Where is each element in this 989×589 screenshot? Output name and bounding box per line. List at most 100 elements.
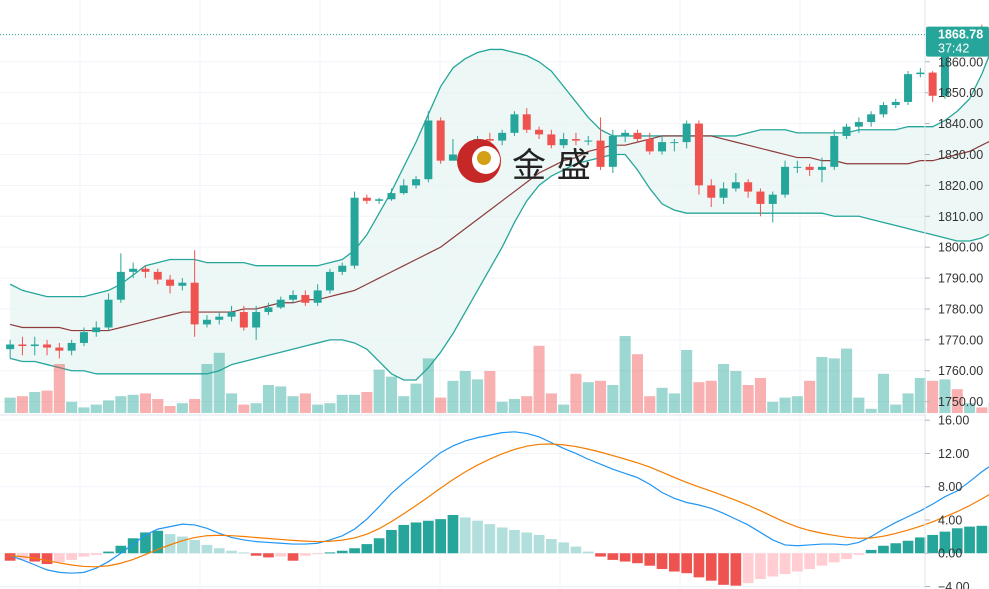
volume-bar bbox=[754, 378, 766, 413]
macd-histogram-bar bbox=[976, 525, 988, 554]
macd-histogram-bar bbox=[447, 514, 459, 554]
signal-line bbox=[10, 443, 989, 568]
macd-histogram-bar bbox=[127, 538, 139, 554]
volume-bar bbox=[226, 393, 238, 413]
candle-body bbox=[842, 126, 851, 136]
candle-body bbox=[276, 299, 285, 308]
candlesticks[interactable] bbox=[6, 24, 989, 359]
candle bbox=[719, 182, 728, 204]
candle bbox=[190, 250, 199, 337]
candle-body bbox=[879, 105, 888, 115]
volume-bar bbox=[791, 396, 803, 413]
candle bbox=[153, 268, 162, 285]
candle-body bbox=[116, 271, 125, 300]
grid-lines bbox=[0, 0, 925, 589]
candle-body bbox=[227, 312, 236, 317]
volume-bar bbox=[939, 379, 951, 413]
volume-bar bbox=[447, 380, 459, 413]
candle-body bbox=[313, 290, 322, 303]
macd-histogram-bar bbox=[140, 532, 151, 554]
macd-histogram-bar bbox=[669, 553, 680, 572]
volume-bar bbox=[103, 400, 115, 413]
macd-tick-label: 12.00 bbox=[938, 447, 969, 461]
candle-body bbox=[141, 268, 150, 272]
candle-body bbox=[584, 140, 593, 142]
macd-histogram-bar bbox=[570, 546, 582, 554]
price-axis[interactable]: 1760.00 1770.00 1780.00 1790.00 1800.00 1810.… bbox=[925, 55, 983, 409]
candle bbox=[621, 129, 630, 143]
candle-body bbox=[30, 344, 39, 347]
candle bbox=[55, 342, 64, 359]
candle bbox=[756, 188, 765, 217]
macd-histogram-bar bbox=[681, 553, 692, 574]
candle bbox=[178, 278, 187, 291]
volume-bar bbox=[213, 352, 225, 413]
macd-histogram-bar bbox=[152, 530, 164, 554]
volume-bar bbox=[595, 380, 607, 413]
macd-histogram-bar bbox=[300, 553, 311, 556]
watermark-text: 金 盛 bbox=[512, 146, 591, 186]
candle bbox=[166, 274, 175, 294]
macd-histogram-bar bbox=[693, 553, 705, 578]
macd-histogram-bar bbox=[767, 553, 779, 577]
volume-bar bbox=[16, 396, 28, 413]
macd-histogram-bar bbox=[4, 553, 16, 561]
macd-histogram-bar bbox=[373, 538, 385, 554]
candle-body bbox=[129, 268, 138, 272]
candle bbox=[596, 117, 605, 170]
candle bbox=[498, 129, 507, 146]
volume-bar bbox=[631, 354, 643, 413]
candle bbox=[30, 336, 39, 356]
macd-histogram-bar bbox=[582, 551, 594, 554]
candle bbox=[252, 305, 261, 340]
macd-histogram-bar bbox=[755, 553, 766, 580]
macd-histogram-bar bbox=[103, 551, 114, 554]
macd-histogram-bar bbox=[595, 553, 606, 557]
candle-body bbox=[731, 182, 740, 189]
macd-histogram-bar bbox=[644, 553, 656, 566]
macd-histogram-bar bbox=[177, 536, 188, 554]
macd-histogram-bar bbox=[927, 534, 938, 554]
macd-histogram-bar bbox=[656, 553, 668, 570]
macd-histogram-bar bbox=[878, 545, 889, 554]
macd-histogram-bar bbox=[29, 553, 41, 562]
macd-histogram-bar bbox=[213, 548, 225, 554]
volume-bar bbox=[828, 358, 840, 413]
candle-body bbox=[202, 319, 211, 325]
macd-tick-label: 8.00 bbox=[938, 480, 962, 494]
volume-bar bbox=[373, 369, 385, 413]
macd-histogram-bar bbox=[779, 553, 791, 575]
macd-histogram-bar bbox=[632, 553, 643, 564]
volume-bar bbox=[890, 404, 902, 413]
candle-body bbox=[707, 185, 716, 198]
candle-body bbox=[916, 72, 925, 75]
macd-histogram-bar bbox=[841, 553, 852, 560]
macd-histogram-bar bbox=[939, 531, 951, 554]
logo-coin bbox=[477, 151, 491, 165]
candle-body bbox=[522, 114, 531, 130]
volume-bar bbox=[201, 364, 213, 413]
candle bbox=[608, 129, 617, 174]
candle bbox=[879, 101, 888, 118]
candle bbox=[436, 117, 445, 164]
volume-bar bbox=[767, 401, 779, 413]
candle bbox=[867, 111, 876, 127]
volume-bar bbox=[287, 396, 299, 413]
candle bbox=[387, 188, 396, 201]
candle bbox=[535, 126, 544, 140]
volume-bar bbox=[496, 401, 508, 413]
bollinger-bands bbox=[9, 48, 989, 381]
macd-histogram-bar bbox=[398, 524, 410, 554]
candle-body bbox=[375, 199, 384, 201]
macd-histogram-bar bbox=[865, 549, 877, 554]
candle bbox=[928, 71, 937, 102]
volume-bar bbox=[607, 385, 619, 413]
candle bbox=[842, 123, 851, 140]
macd-histogram-bar bbox=[853, 553, 865, 555]
macd-axis[interactable]: 16.00 12.00 8.00 4.00 0.00 −4.00 bbox=[925, 414, 970, 589]
volume-bar bbox=[668, 393, 680, 413]
macd-histogram-bar bbox=[915, 537, 926, 554]
macd-histogram-bar bbox=[902, 540, 914, 554]
candle bbox=[18, 336, 27, 356]
